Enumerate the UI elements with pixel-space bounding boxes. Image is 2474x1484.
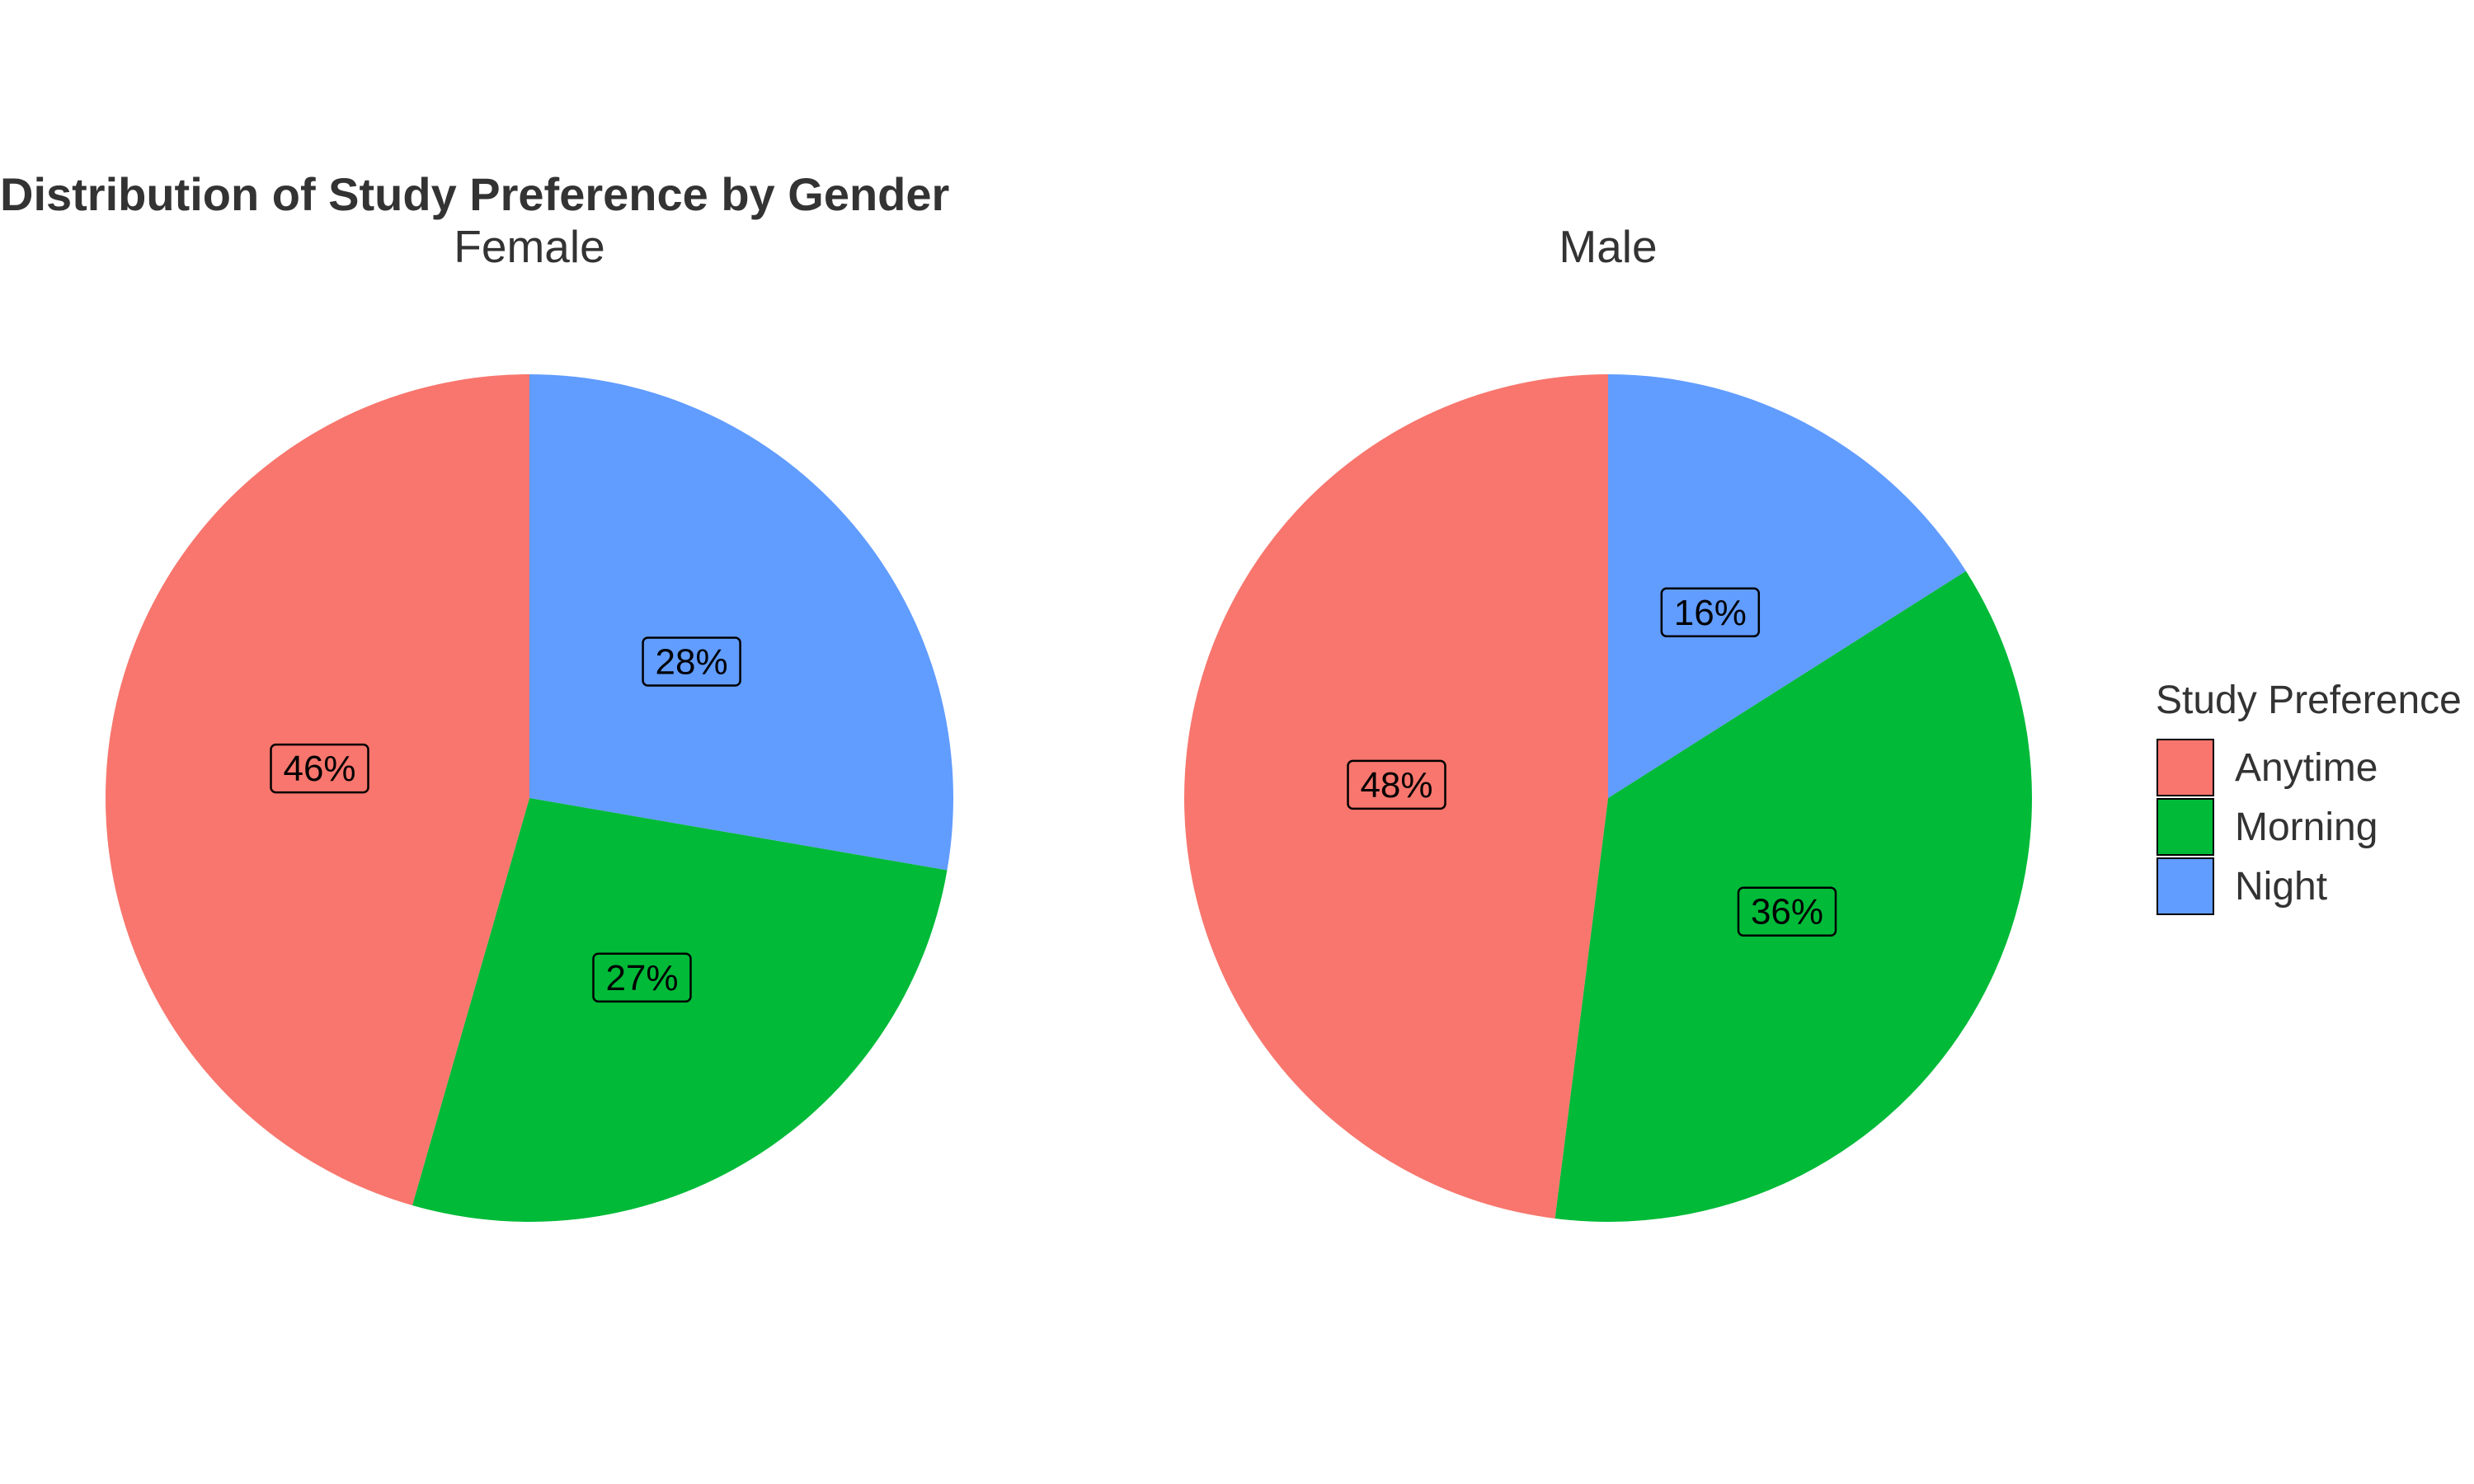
facet-title-female: Female	[454, 221, 604, 272]
legend-label: Night	[2235, 865, 2327, 909]
legend-item-morning: Morning	[2157, 798, 2378, 856]
slice-label-text: 48%	[1360, 765, 1432, 805]
slice-label-box	[642, 636, 741, 687]
slice-label-text: 27%	[605, 958, 678, 998]
slice-label-text: 46%	[283, 749, 355, 789]
legend-item-night: Night	[2157, 857, 2327, 915]
slice-label-box	[1660, 587, 1761, 638]
slice-label-text: 16%	[1674, 593, 1747, 633]
slice-label-male-night: 16%	[1660, 587, 1761, 638]
slice-label-box	[270, 743, 369, 794]
legend-key	[2157, 739, 2214, 796]
slice-label-box	[1347, 759, 1446, 810]
legend-key	[2157, 857, 2214, 915]
facet-female: Female 28% 27% 46%	[106, 221, 953, 1222]
facet-title-male: Male	[1559, 221, 1657, 272]
slice-label-female-anytime: 46%	[270, 743, 369, 794]
slice-label-male-anytime: 48%	[1347, 759, 1446, 810]
legend-label: Morning	[2235, 805, 2378, 849]
legend-key	[2157, 798, 2214, 856]
slice-label-female-night: 28%	[642, 636, 741, 687]
facet-male: Male 16% 36% 48%	[1183, 221, 2032, 1222]
slice-label-box	[592, 952, 692, 1003]
slice-label-text: 28%	[656, 641, 728, 682]
slice-label-male-morning: 36%	[1737, 886, 1837, 937]
legend-item-anytime: Anytime	[2157, 739, 2378, 796]
facets: Female 28% 27% 46% Male 16% 36% 48%	[106, 221, 2032, 1222]
chart-title: Distribution of Study Preference by Gend…	[0, 168, 949, 220]
slice-female-morning	[412, 798, 948, 1222]
slice-label-text: 36%	[1751, 892, 1823, 932]
slice-label-female-morning: 27%	[592, 952, 692, 1003]
slice-label-box	[1737, 886, 1837, 937]
legend-title: Study Preference	[2156, 679, 2462, 722]
legend: Study Preference Anytime Morning Night	[2156, 679, 2462, 915]
legend-label: Anytime	[2235, 746, 2378, 790]
slice-male-night	[1608, 374, 1966, 798]
slice-female-night	[529, 374, 953, 871]
